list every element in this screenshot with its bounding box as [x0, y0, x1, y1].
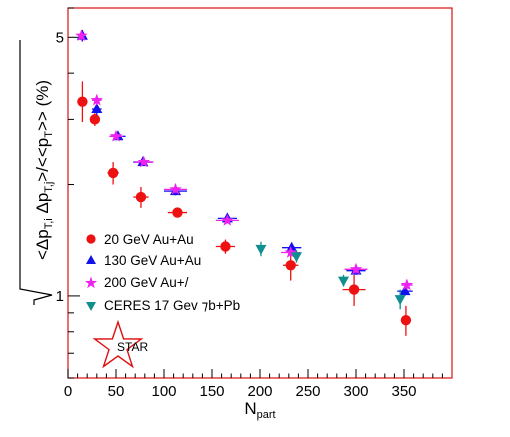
legend: 20 GeV Au+Au 130 GeV Au+Au 200 GeV Au+/ …: [84, 232, 240, 313]
data-point-star: [400, 278, 414, 291]
data-point-triangle-up: [91, 103, 103, 114]
star-logo-outline-icon: [92, 319, 144, 369]
x-tick-label: 200: [247, 383, 272, 400]
data-point-circle: [220, 241, 231, 252]
series-0: [77, 81, 412, 336]
x-tick-label: 250: [295, 383, 320, 400]
x-axis-title-sub: part: [257, 409, 276, 421]
legend-entry-130gev: 130 GeV Au+Au: [86, 253, 201, 268]
series-3: [255, 241, 406, 310]
series-2: [75, 29, 414, 291]
y-axis-title: <ΔpT,i ΔpT,j>/<<pT>> (%): [19, 40, 55, 305]
data-point-triangle-up: [399, 285, 411, 296]
data-point-triangle-down: [394, 295, 406, 306]
x-tick-label: 50: [108, 383, 125, 400]
data-point-circle: [107, 167, 119, 179]
x-tick-label: 350: [391, 383, 416, 400]
legend-label-20gev: 20 GeV Au+Au: [104, 232, 194, 247]
data-point-circle: [348, 284, 360, 295]
data-point-triangle-down: [255, 244, 267, 255]
data-point-triangle-down: [290, 252, 302, 263]
data-point-circle: [285, 260, 296, 271]
x-tick-label: 100: [151, 383, 176, 400]
legend-label-130gev: 130 GeV Au+Au: [104, 253, 201, 268]
legend-label-200gev: 200 GeV Au+/: [104, 275, 189, 290]
star-logo: STAR: [92, 319, 148, 369]
x-tick-label: 0: [64, 383, 72, 400]
data-point-triangle-down: [338, 276, 350, 287]
legend-entry-ceres: CERES 17 Gev ⁊b+Pb: [86, 298, 240, 313]
x-axis-title: Npart: [244, 399, 275, 421]
data-point-star: [169, 182, 182, 195]
data-point-star: [75, 29, 88, 41]
data-point-star: [109, 129, 123, 142]
data-point-circle: [89, 114, 101, 125]
y-tick-label: 1: [56, 288, 64, 305]
legend-marker-triangle-down: [86, 302, 96, 311]
star-logo-text: STAR: [117, 340, 148, 354]
data-point-star: [137, 155, 150, 168]
data-point-star: [284, 246, 297, 258]
legend-marker-circle: [86, 234, 96, 244]
data-point-circle: [172, 207, 183, 218]
data-point-star: [349, 262, 363, 275]
data-point-star: [90, 93, 103, 106]
y-tick-label: 5: [56, 29, 64, 46]
axes: 0 50 100 150 200 250 300 350 1 5: [56, 7, 443, 400]
data-marks: [75, 29, 414, 336]
data-point-star: [221, 213, 234, 226]
x-axis-title-main: N: [244, 399, 256, 418]
x-tick-label: 150: [199, 383, 224, 400]
legend-label-ceres: CERES 17 Gev ⁊b+Pb: [104, 298, 240, 313]
data-point-circle: [400, 314, 412, 326]
legend-entry-200gev: 200 GeV Au+/: [84, 275, 189, 290]
data-point-circle: [135, 191, 147, 203]
legend-entry-20gev: 20 GeV Au+Au: [86, 232, 194, 247]
legend-marker-star: [84, 276, 98, 289]
svg-text:<ΔpT,i ΔpT,j>/<<pT>> (%): <ΔpT,i ΔpT,j>/<<pT>> (%): [33, 80, 55, 260]
data-point-triangle-up: [286, 241, 298, 252]
x-tick-label: 300: [343, 383, 368, 400]
legend-marker-triangle-up: [86, 255, 96, 264]
data-point-circle: [77, 96, 88, 107]
plot-frame: [67, 7, 453, 379]
